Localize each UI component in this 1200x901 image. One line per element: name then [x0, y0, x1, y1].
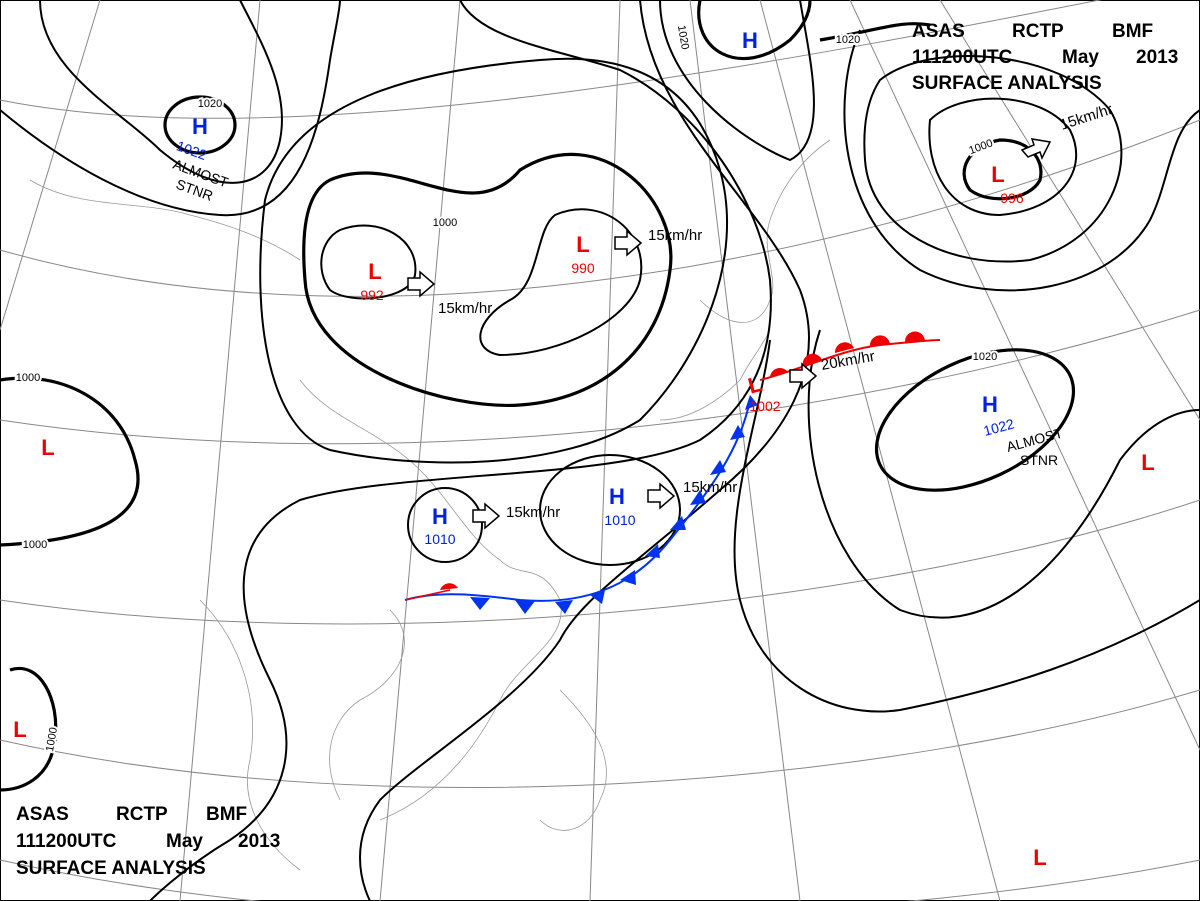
high-symbol: H	[432, 504, 448, 529]
title-word: ASAS	[912, 21, 965, 42]
title-word: RCTP	[1012, 21, 1064, 42]
low-symbol: L	[368, 259, 381, 284]
isobar-label: 1000	[16, 372, 40, 384]
title-word: BMF	[206, 804, 247, 825]
low-symbol: L	[41, 435, 54, 460]
pressure: 1022	[982, 415, 1016, 439]
title-word: 2013	[238, 831, 280, 852]
status: STNR	[1020, 452, 1058, 468]
pressure: 996	[1000, 190, 1024, 206]
low-symbol: L	[13, 717, 26, 742]
title-word: 2013	[1136, 47, 1178, 68]
pressure: 1010	[424, 531, 455, 547]
isobar-labels: 1020 1020 1020 1020 1000 1000 1000 1000 …	[14, 22, 999, 754]
title-subtitle: SURFACE ANALYSIS	[912, 73, 1102, 94]
isobar-label: 1020	[973, 351, 997, 363]
coastlines	[29, 139, 831, 871]
low-symbol: L	[1033, 845, 1046, 870]
low-symbol: L	[745, 371, 764, 399]
title-subtitle: SURFACE ANALYSIS	[16, 858, 206, 879]
title-word: May	[166, 831, 203, 852]
fronts	[404, 331, 941, 614]
title-block-top: ASAS RCTP BMF 111200UTC May 2013 SURFACE…	[912, 21, 1178, 94]
motion: 15km/hr	[506, 504, 560, 521]
pressure: 990	[571, 260, 595, 276]
title-word: 111200UTC	[912, 47, 1013, 68]
title-word: RCTP	[116, 804, 168, 825]
title-block-bottom: ASAS RCTP BMF 111200UTC May 2013 SURFACE…	[16, 804, 280, 879]
title-word: ASAS	[16, 804, 69, 825]
pressure: 1002	[749, 398, 780, 414]
high-symbol: H	[742, 28, 758, 53]
low-symbol: L	[576, 232, 589, 257]
high-symbol: H	[609, 484, 625, 509]
isobar-label: 1000	[23, 539, 47, 551]
isobar-label: 1000	[433, 217, 457, 229]
title-word: BMF	[1112, 21, 1153, 42]
motion: 15km/hr	[683, 479, 737, 496]
low-symbol: L	[991, 162, 1004, 187]
motion: 15km/hr	[438, 300, 492, 317]
high-symbol: H	[192, 114, 208, 139]
isobar-label: 1020	[836, 34, 860, 46]
low-symbol: L	[1141, 450, 1154, 475]
title-word: May	[1062, 47, 1099, 68]
high-symbol: H	[982, 392, 998, 417]
isobar-label: 1020	[198, 98, 222, 110]
motion: 15km/hr	[648, 227, 702, 244]
title-word: 111200UTC	[16, 831, 117, 852]
pressure: 992	[360, 287, 384, 303]
motion-arrows	[407, 138, 1052, 530]
pressure: 1010	[604, 512, 635, 528]
